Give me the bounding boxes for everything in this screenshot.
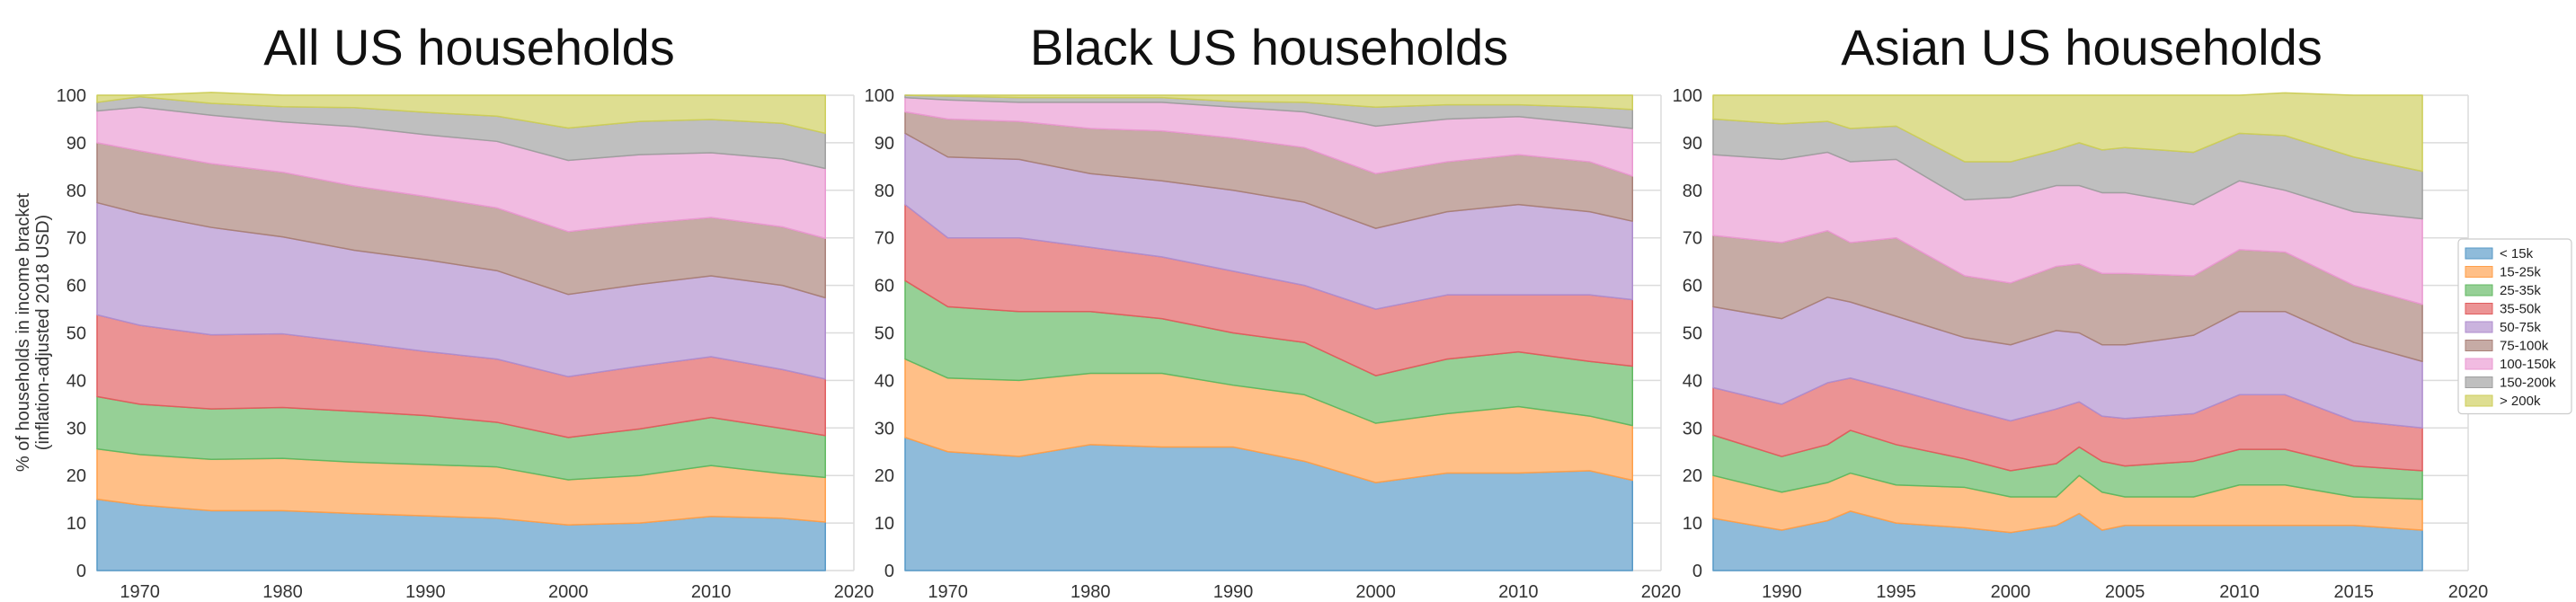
- y-tick-label: 70: [67, 229, 86, 249]
- chart-panel-all-us-households: All US households 0 10 20 30 40 50 60 70 80 90 100 1…: [57, 19, 875, 602]
- legend-label-50-75k: 50-75k: [2500, 320, 2541, 335]
- legend-label-100-150k: 100-150k: [2500, 357, 2556, 372]
- y-axis-label: % of households in income bracket(inflat…: [13, 192, 53, 472]
- legend-label-15-25k: 15-25k: [2500, 265, 2541, 280]
- y-tick-label: 80: [1683, 181, 1702, 201]
- y-tick-label: 40: [1683, 371, 1702, 391]
- y-tick-label: 10: [67, 514, 86, 534]
- legend-swatch-15-25k: [2465, 266, 2493, 278]
- chart-title: All US households: [263, 19, 675, 75]
- x-tick-label: 2010: [2219, 582, 2260, 602]
- y-tick-label: 30: [67, 419, 86, 438]
- y-tick-label: 50: [875, 324, 894, 344]
- x-tick-label: 2020: [834, 582, 875, 602]
- y-tick-label: 70: [1683, 229, 1702, 249]
- legend-swatch-over-200k: [2465, 394, 2493, 407]
- legend-label-75-100k: 75-100k: [2500, 339, 2549, 354]
- area-over-200k: [96, 92, 826, 135]
- y-tick-label: 100: [57, 86, 86, 106]
- area-over-200k: [1712, 92, 2423, 173]
- legend-label-over-200k: > 200k: [2500, 394, 2541, 409]
- x-tick-label: 2000: [1991, 582, 2031, 602]
- x-tick-label: 2020: [2448, 582, 2489, 602]
- legend-label-under-15k: < 15k: [2500, 246, 2534, 261]
- legend-swatch-150-200k: [2465, 376, 2493, 388]
- y-tick-label: 50: [1683, 324, 1702, 344]
- chart-panel-black-us-households: Black US households 0 10 20 30 40 50 60 70 80 90 10…: [865, 19, 1682, 602]
- x-tick-label: 1990: [1762, 582, 1802, 602]
- y-tick-label: 90: [67, 134, 86, 154]
- legend-swatch-35-50k: [2465, 303, 2493, 314]
- legend-label-35-50k: 35-50k: [2500, 302, 2541, 317]
- y-tick-label: 90: [1683, 134, 1702, 154]
- x-tick-label: 2020: [1641, 582, 1682, 602]
- x-tick-label: 1980: [262, 582, 303, 602]
- y-axis-label-line: % of households in income bracket: [13, 192, 33, 472]
- legend-box: [2457, 238, 2572, 415]
- y-axis-label-line: (inflation-adjusted 2018 USD): [33, 215, 53, 450]
- y-tick-label: 60: [67, 277, 86, 297]
- x-tick-label: 1995: [1876, 582, 1916, 602]
- y-tick-label: 50: [67, 324, 86, 344]
- y-tick-label: 10: [875, 514, 894, 534]
- legend-swatch-25-35k: [2465, 284, 2493, 297]
- y-tick-label: 100: [1673, 86, 1702, 106]
- x-tick-label: 2005: [2105, 582, 2145, 602]
- y-tick-label: 0: [884, 562, 894, 581]
- chart-title: Black US households: [1030, 19, 1508, 75]
- legend-swatch-50-75k: [2465, 321, 2493, 333]
- y-tick-label: 30: [875, 419, 894, 438]
- x-tick-label: 2015: [2333, 582, 2374, 602]
- y-tick-label: 0: [76, 562, 86, 581]
- x-tick-label: 2010: [1498, 582, 1539, 602]
- x-tick-label: 1980: [1070, 582, 1111, 602]
- legend-swatch-under-15k: [2465, 247, 2493, 260]
- x-tick-label: 2000: [548, 582, 589, 602]
- y-tick-label: 80: [875, 181, 894, 201]
- legend-swatch-100-150k: [2465, 358, 2493, 370]
- y-tick-label: 20: [67, 466, 86, 486]
- y-tick-label: 40: [67, 371, 86, 391]
- y-tick-label: 10: [1683, 514, 1702, 534]
- x-tick-label: 1970: [120, 582, 160, 602]
- x-tick-label: 1990: [405, 582, 446, 602]
- x-tick-label: 1970: [928, 582, 968, 602]
- y-tick-label: 90: [875, 134, 894, 154]
- y-tick-label: 60: [1683, 277, 1702, 297]
- chart-title: Asian US households: [1841, 19, 2322, 75]
- x-tick-label: 2000: [1355, 582, 1396, 602]
- legend-label-150-200k: 150-200k: [2500, 376, 2556, 391]
- legend-label-25-35k: 25-35k: [2500, 283, 2541, 298]
- area-over-200k: [904, 94, 1634, 111]
- y-tick-label: 40: [875, 371, 894, 391]
- y-tick-label: 0: [1692, 562, 1702, 581]
- y-tick-label: 60: [875, 277, 894, 297]
- chart-panel-asian-us-households: Asian US households 0 10 20 30 40 50 60 70 80 90 10…: [1673, 19, 2489, 602]
- y-tick-label: 70: [875, 229, 894, 249]
- y-tick-label: 20: [875, 466, 894, 486]
- x-tick-label: 1990: [1213, 582, 1254, 602]
- y-tick-label: 100: [865, 86, 894, 106]
- legend: < 15k 15-25k 25-35k 35-50k 50-75k 75-100k 100-…: [2457, 238, 2572, 415]
- x-tick-label: 2010: [691, 582, 732, 602]
- y-tick-label: 20: [1683, 466, 1702, 486]
- y-tick-label: 80: [67, 181, 86, 201]
- y-tick-label: 30: [1683, 419, 1702, 438]
- legend-swatch-75-100k: [2465, 340, 2493, 351]
